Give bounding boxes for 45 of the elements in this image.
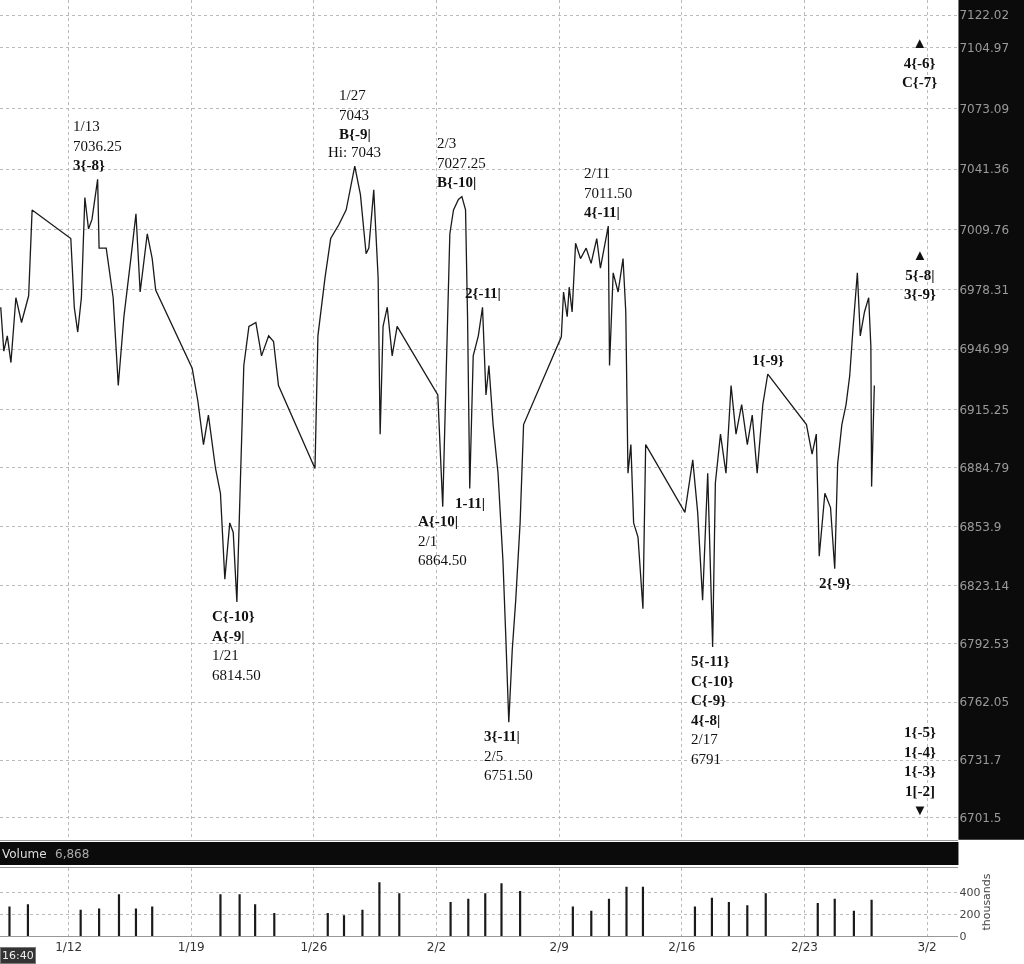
y-tick-label: 200 [959, 907, 981, 921]
text: 16:40 [2, 949, 34, 962]
x-tick-label: 1/12 [55, 940, 83, 955]
y-tick-label: 6853.9 [959, 520, 1002, 535]
y-tick-label: 6762.05 [959, 695, 1010, 710]
annotation: 2/3 7027.25 B{-10| [437, 135, 486, 190]
y-tick-label: 400 [959, 885, 981, 899]
y-tick-label: 6701.5 [959, 810, 1002, 825]
annotation: 1-11| [455, 495, 485, 511]
annotation: 2{-9} [819, 575, 851, 591]
y-tick-label: 7009.76 [959, 222, 1010, 237]
y-axis-title: thousands [980, 873, 994, 931]
x-tick-label: 2/9 [549, 940, 569, 955]
annotation: A{-10| 2/1 6864.50 [418, 513, 467, 568]
y-tick-label: 6823.14 [959, 578, 1010, 593]
y-tick-label: 7122.02 [959, 8, 1010, 23]
annotation: 1{-5} 1{-4} 1{-3} 1[-2] ▼ [904, 724, 936, 818]
y-tick-label: 0 [959, 929, 967, 943]
y-tick-label: 6792.53 [959, 637, 1010, 652]
x-tick-label: 2/16 [668, 940, 696, 955]
annotation: 2/11 7011.50 4{-11| [584, 165, 633, 220]
x-tick-label: 2/2 [426, 940, 447, 955]
annotation: 1{-9} [752, 352, 784, 368]
y-tick-label: 7041.36 [959, 162, 1010, 177]
chart-title: Volume [2, 847, 47, 861]
x-tick-label: 1/26 [300, 940, 328, 955]
annotation: 5{-11} C{-10} C{-9} 4{-8| 2/17 6791 [691, 653, 734, 767]
annotation: C{-10} A{-9| 1/21 6814.50 [212, 608, 261, 683]
x-tick-label: 2/23 [790, 940, 818, 955]
y-tick-label: 6946.99 [959, 342, 1010, 357]
y-tick-label: 6978.31 [959, 282, 1010, 297]
annotation: ▲ 4{-6} C{-7} [902, 35, 938, 90]
y-tick-label: 6884.79 [959, 461, 1010, 476]
x-tick-label: 1/19 [177, 940, 205, 955]
chart-subtitle: 6,868 [55, 847, 90, 861]
annotation: 1/27 7043 B{-9| [339, 87, 371, 142]
y-tick-label: 7073.09 [959, 101, 1010, 116]
y-tick-label: 6731.7 [959, 753, 1002, 768]
annotation: Hi: 7043 [328, 144, 381, 160]
y-tick-label: 6915.25 [959, 403, 1010, 417]
annotation: 3{-11| 2/5 6751.50 [484, 728, 533, 783]
x-tick-label: 3/2 [917, 940, 937, 955]
annotation: 1/13 7036.25 3{-8} [73, 118, 122, 173]
annotation: ▲ 5{-8| 3{-9} [904, 247, 936, 302]
y-tick-label: 7104.97 [959, 40, 1010, 55]
